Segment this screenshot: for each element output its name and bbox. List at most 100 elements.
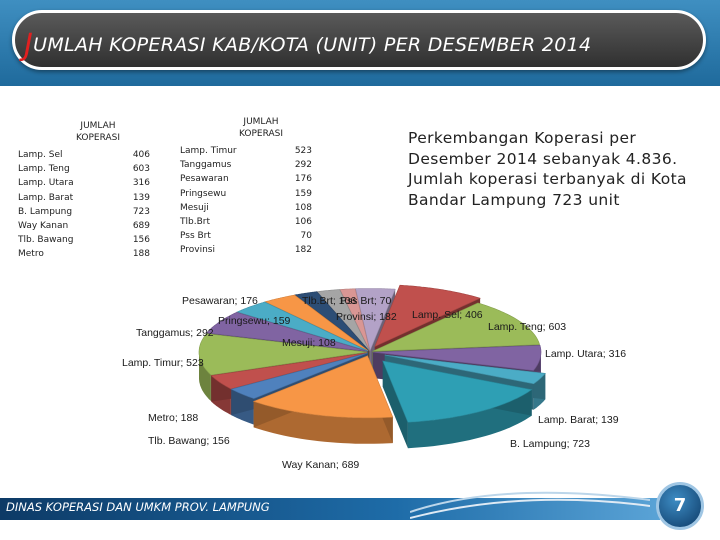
pie-label: Way Kanan; 689 xyxy=(282,459,359,471)
pie-slice-top xyxy=(236,301,369,352)
table-right-row: Pss Brt 70 xyxy=(180,229,312,243)
table-left-row: Lamp. Barat 139 xyxy=(18,191,150,205)
pie-slice-top xyxy=(372,344,542,371)
pie-slice-top xyxy=(355,288,396,352)
table-right-row-name: Mesuji xyxy=(180,202,209,213)
pie-slice-top xyxy=(294,291,370,351)
table-left-row: Tlb. Bawang 156 xyxy=(18,233,150,247)
table-right-row-value: 176 xyxy=(294,174,312,185)
description-text: Perkembangan Koperasi per Desember 2014 … xyxy=(408,129,687,209)
pie-slice-top xyxy=(198,333,368,376)
table-left-row: Way Kanan 689 xyxy=(18,219,150,233)
table-left-row-name: Lamp. Barat xyxy=(18,192,74,203)
pie-slice-wall xyxy=(407,389,532,449)
title-initial: J xyxy=(24,28,34,63)
table-right-row: Pesawaran 176 xyxy=(180,172,312,186)
table-left: JUMLAH KOPERASI Lamp. Sel 406 Lamp. Teng 60… xyxy=(18,120,150,270)
table-left-header-line1: JUMLAH xyxy=(80,121,116,131)
table-left-row: B. Lampung 723 xyxy=(18,205,150,219)
table-left-row: Lamp. Utara 316 xyxy=(18,176,150,190)
pie-slice-top xyxy=(382,360,533,423)
pie-label: Pringsewu; 159 xyxy=(218,315,291,327)
table-left-row-value: 156 xyxy=(132,235,150,246)
table-left-row: Lamp. Teng 603 xyxy=(18,162,150,176)
table-left-row-value: 689 xyxy=(132,221,150,231)
table-right-row: Pringsewu 159 xyxy=(180,187,312,201)
pie-label: B. Lampung; 723 xyxy=(510,438,590,450)
pie-slice-top xyxy=(206,311,368,352)
table-left-row: Metro 188 xyxy=(18,247,150,261)
table-right-header-line2: KOPERASI xyxy=(238,129,284,139)
table-left-row-name: Tlb. Bawang xyxy=(18,235,74,246)
table-left-row-value: 406 xyxy=(132,150,150,160)
pie-slice-top xyxy=(339,288,370,351)
footer-org: DINAS KOPERASI DAN UMKM PROV. LAMPUNG xyxy=(6,500,270,514)
table-right-row-value: 106 xyxy=(294,217,312,227)
pie-label: Mesuji; 108 xyxy=(282,337,336,349)
pie-label: Tlb. Bawang; 156 xyxy=(148,435,230,447)
pie-label: Pss Brt; 70 xyxy=(340,295,392,307)
title-banner xyxy=(12,10,706,70)
pie-slice-top xyxy=(230,352,368,399)
table-right-row: Provinsi 182 xyxy=(180,243,312,257)
table-right-row-value: 292 xyxy=(294,160,312,171)
table-right-row-name: Pringsewu xyxy=(180,188,227,199)
pie-slice-top xyxy=(374,284,481,348)
table-left-header: JUMLAH KOPERASI xyxy=(74,120,122,144)
table-left-row-name: Lamp. Utara xyxy=(18,178,74,189)
table-left-row-name: Lamp. Sel xyxy=(18,150,63,160)
table-left-row-value: 723 xyxy=(132,206,150,217)
table-right-row-name: Provinsi xyxy=(180,245,215,256)
table-left-row-name: Way Kanan xyxy=(18,221,69,231)
pie-label: Metro; 188 xyxy=(148,412,198,424)
table-right-row-name: Lamp. Timur xyxy=(180,146,237,156)
pie-slice-edge xyxy=(382,360,408,449)
table-left-row-name: Lamp. Teng xyxy=(18,164,70,175)
table-right-row-value: 70 xyxy=(300,231,312,242)
pie-label: Pesawaran; 176 xyxy=(182,295,258,307)
table-left-row-name: Metro xyxy=(18,249,44,260)
table-right-row-name: Tlb.Brt xyxy=(180,217,210,227)
table-right-row-name: Pesawaran xyxy=(180,174,229,185)
table-right-row-value: 523 xyxy=(294,146,312,156)
table-right-row: Mesuji 108 xyxy=(180,201,312,215)
pie-label: Lamp. Timur; 523 xyxy=(122,357,204,369)
table-right-row: Tanggamus 292 xyxy=(180,158,312,172)
table-left-row-value: 603 xyxy=(132,164,150,175)
pie-label: Lamp. Teng; 603 xyxy=(488,321,566,333)
table-right-row: Lamp. Timur 523 xyxy=(180,144,312,158)
table-right-row-value: 182 xyxy=(294,245,312,256)
table-right-row-name: Pss Brt xyxy=(180,231,211,242)
pie-label: Provinsi; 182 xyxy=(336,311,397,323)
table-left-header-line2: KOPERASI xyxy=(75,133,121,143)
table-left-row-value: 139 xyxy=(132,192,150,203)
table-left-row-value: 316 xyxy=(132,178,150,189)
table-right-row-name: Tanggamus xyxy=(180,160,232,171)
pie-slice-top xyxy=(372,302,541,352)
table-left-row-name: B. Lampung xyxy=(18,206,73,217)
table-right-header-line1: JUMLAH xyxy=(243,117,279,127)
pie-slice-top xyxy=(384,354,546,385)
pie-slice-top xyxy=(316,289,370,351)
page-number-badge: 7 xyxy=(656,482,704,530)
pie-slice-top xyxy=(252,355,394,419)
table-right-row: Tlb.Brt 106 xyxy=(180,215,312,229)
table-right-row-value: 108 xyxy=(294,202,312,213)
pie-label: Tanggamus; 292 xyxy=(136,327,214,339)
pie-slice xyxy=(252,355,394,444)
table-left-row-value: 188 xyxy=(132,249,150,260)
pie-label: Lamp. Utara; 316 xyxy=(545,348,626,360)
title-rest: UMLAH KOPERASI KAB/KOTA (UNIT) PER DESEM… xyxy=(33,34,592,56)
pie-slice-top xyxy=(264,294,369,351)
table-left-row: Lamp. Sel 406 xyxy=(18,148,150,162)
pie-slice-top xyxy=(210,352,368,390)
pie-slice xyxy=(382,360,533,449)
page-title: JUMLAH KOPERASI KAB/KOTA (UNIT) PER DESE… xyxy=(24,24,592,63)
pie-slice-wall xyxy=(199,352,211,401)
table-right-header: JUMLAH KOPERASI xyxy=(236,116,286,140)
pie-label: Lamp. Sel; 406 xyxy=(412,309,483,321)
table-right: JUMLAH KOPERASI Lamp. Timur 523 Tanggamus 2… xyxy=(180,116,312,266)
table-right-row-value: 159 xyxy=(294,188,312,199)
pie-label: Tlb.Brt; 106 xyxy=(302,295,356,307)
footer-decoration xyxy=(410,491,650,519)
